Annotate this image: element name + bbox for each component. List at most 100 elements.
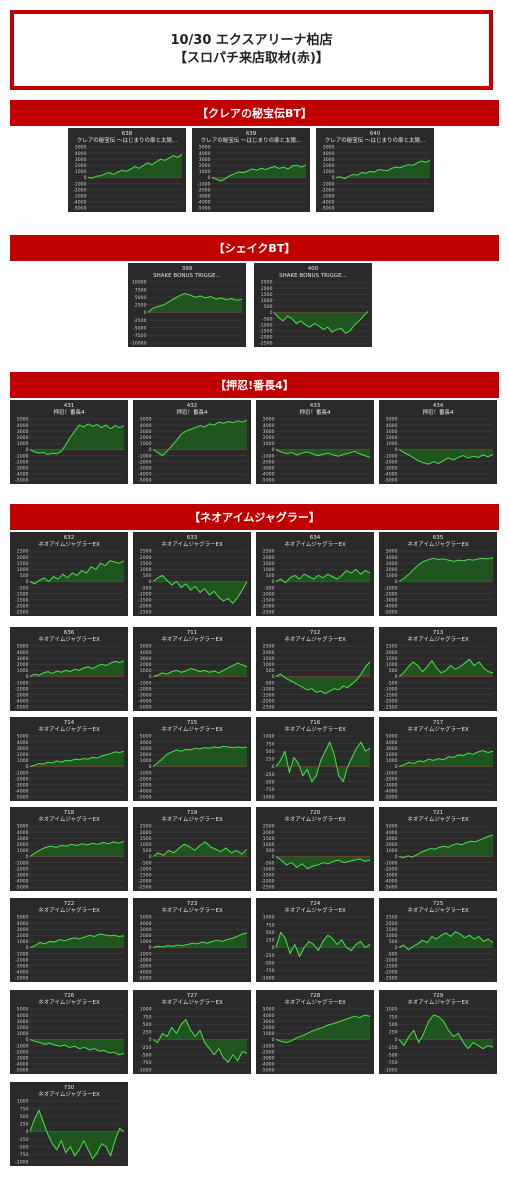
y-tick-label: 4000: [17, 830, 29, 836]
series-line: [152, 574, 248, 604]
y-tick-label: -3000: [15, 1056, 28, 1062]
y-tick-label: -5000: [15, 705, 28, 711]
y-tick-label: -2000: [138, 776, 151, 782]
y-tick-label: -5000: [73, 206, 86, 212]
y-tick-label: -5000: [261, 1068, 274, 1074]
y-tick-label: 0: [272, 579, 275, 585]
y-tick-label: 1000: [386, 848, 398, 854]
y-tick-label: 1000: [17, 441, 29, 447]
y-tick-label: -1000: [261, 795, 274, 801]
chart-number: 720: [310, 810, 321, 816]
y-tick-label: -2000: [384, 459, 397, 465]
y-tick-label: -750: [18, 1152, 29, 1158]
y-tick-label: 0: [272, 854, 275, 860]
y-tick-label: 5000: [135, 295, 147, 301]
y-tick-label: 1000: [263, 842, 275, 848]
chart-panel-730: 730 ネオアイムジャグラーEX 1000 750 500 250 0 -250 -500 -75…: [10, 1082, 128, 1166]
y-tick-label: 0: [26, 579, 29, 585]
series-line: [398, 750, 494, 767]
y-tick-label: -2000: [15, 604, 28, 610]
y-tick-label: 750: [266, 741, 275, 747]
y-tick-label: 4000: [386, 740, 398, 746]
y-tick-label: -2000: [15, 957, 28, 963]
y-tick-label: 1000: [263, 734, 275, 740]
y-tick-label: 4000: [17, 423, 29, 429]
y-tick-label: 250: [266, 757, 275, 763]
series-area: [276, 742, 370, 782]
y-tick-label: -4000: [15, 970, 28, 976]
y-tick-label: 0: [272, 945, 275, 951]
y-tick-label: 1000: [75, 169, 87, 175]
y-tick-label: 1000: [323, 169, 335, 175]
y-tick-label: 10000: [132, 280, 147, 286]
chart-title: ネオアイムジャグラーEX: [284, 635, 346, 643]
series-line: [152, 745, 248, 767]
y-tick-label: 4000: [140, 740, 152, 746]
y-tick-label: 0: [270, 310, 273, 316]
chart-number: 725: [433, 901, 444, 907]
series-line: [398, 449, 494, 465]
y-tick-label: 4000: [17, 740, 29, 746]
y-tick-label: -500: [387, 951, 398, 957]
y-tick-label: -1000: [321, 181, 334, 187]
series-line: [398, 658, 494, 677]
y-tick-label: -2500: [138, 610, 151, 616]
y-tick-label: -4000: [384, 879, 397, 885]
series-line: [275, 931, 371, 958]
y-tick-label: -5000: [261, 478, 274, 484]
y-tick-label: 1500: [263, 656, 275, 662]
y-tick-label: -1000: [261, 453, 274, 459]
chart-title: SHAKE BONUS TRIGGE...: [279, 273, 347, 279]
y-tick-label: -2000: [384, 776, 397, 782]
chart-title: クレアの秘宝伝 ～はじまりの扉と太陽...: [77, 136, 178, 144]
y-tick-label: -1000: [15, 860, 28, 866]
y-tick-label: 3000: [386, 429, 398, 435]
y-tick-label: -1500: [384, 964, 397, 970]
y-tick-label: -250: [18, 1137, 29, 1143]
y-tick-label: 1500: [263, 836, 275, 842]
y-tick-label: 2000: [140, 435, 152, 441]
chart-number: 721: [433, 810, 444, 816]
chart-title: 押忍！番長4: [423, 408, 455, 416]
y-tick-label: -2000: [384, 591, 397, 597]
y-tick-label: 5000: [17, 824, 29, 830]
y-tick-label: -1000: [384, 770, 397, 776]
series-area: [30, 660, 124, 677]
y-tick-label: 500: [143, 1022, 152, 1028]
y-tick-label: -2000: [261, 879, 274, 885]
y-tick-label: 3000: [323, 157, 335, 163]
y-tick-label: -750: [141, 1060, 152, 1066]
y-tick-label: 0: [272, 764, 275, 770]
series-line: [275, 449, 371, 458]
y-tick-label: 1000: [261, 298, 273, 304]
y-tick-label: -3000: [15, 693, 28, 699]
chart-panel-728: 728 ネオアイムジャグラーEX 5000 4000 3000 2000 1000 0 -100…: [256, 990, 374, 1074]
chart-panel-715: 715 ネオアイムジャグラーEX 5000 4000 3000 2000 1000 0 -100…: [133, 717, 251, 801]
y-tick-label: -4000: [15, 789, 28, 795]
y-tick-label: -250: [264, 772, 275, 778]
y-tick-label: 3000: [17, 927, 29, 933]
y-tick-label: 2000: [261, 286, 273, 292]
y-tick-label: -1000: [138, 770, 151, 776]
y-tick-label: -5000: [321, 206, 334, 212]
y-tick-label: 3000: [140, 927, 152, 933]
section-header-shake: 【シェイクBT】: [10, 235, 499, 261]
series-line: [398, 931, 494, 951]
y-tick-label: 0: [26, 854, 29, 860]
chart-number: 727: [187, 993, 198, 999]
y-tick-label: -500: [264, 960, 275, 966]
chart-svg-713: 713ネオアイムジャグラーEX25002000150010005000-500-…: [384, 630, 494, 711]
y-tick-label: 750: [389, 1014, 398, 1020]
y-tick-label: 2500: [140, 824, 152, 830]
y-tick-label: 3000: [75, 157, 87, 163]
chart-panel-712: 712 ネオアイムジャグラーEX 2500 2000 1500 1000 500 0 -500-…: [256, 627, 374, 711]
y-tick-label: 2500: [140, 549, 152, 555]
chart-panel-711: 711 ネオアイムジャグラーEX 5000 4000 3000 2000 1000 0 -100…: [133, 627, 251, 711]
chart-title: ネオアイムジャグラーEX: [407, 815, 469, 823]
y-tick-label: 2000: [386, 435, 398, 441]
